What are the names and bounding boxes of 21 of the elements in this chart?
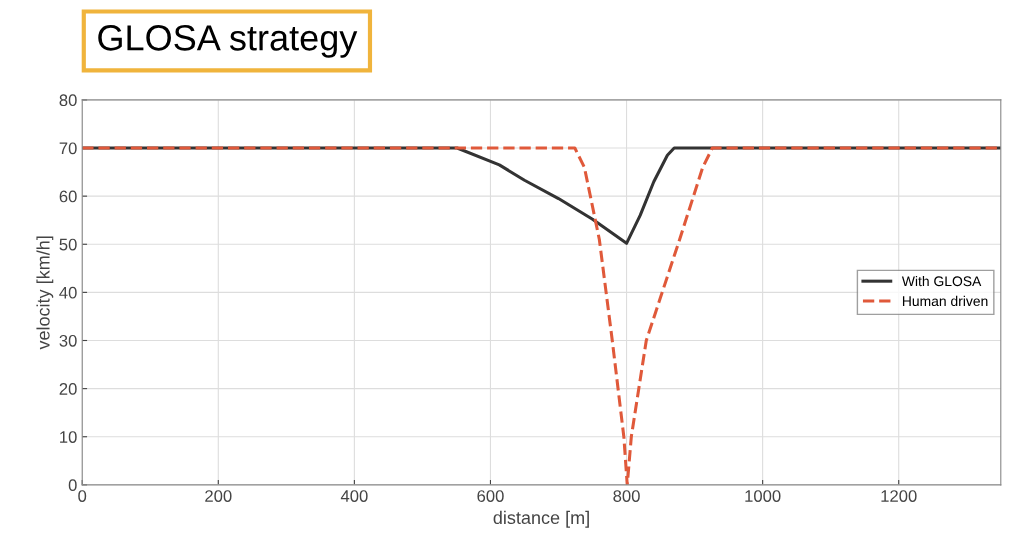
y-tick-label: 0 — [68, 479, 77, 492]
legend-label: With GLOSA — [901, 275, 982, 287]
y-tick-label: 20 — [59, 383, 77, 395]
legend-label: Human driven — [902, 295, 988, 307]
y-tick-label: 40 — [59, 286, 77, 299]
x-tick-label: 800 — [613, 490, 640, 502]
y-tick-label: 70 — [59, 142, 77, 155]
y-tick-label: 80 — [59, 94, 77, 107]
y-tick-label: 50 — [59, 238, 77, 251]
x-tick-label: 600 — [477, 490, 504, 502]
x-tick-label: 1000 — [745, 490, 781, 502]
chart-title: GLOSA strategy — [98, 25, 358, 58]
y-tick-label: 10 — [60, 431, 77, 443]
x-tick-label: 0 — [78, 490, 87, 502]
y-axis-title: velocity [km/h] — [36, 236, 54, 350]
y-tick-label: 30 — [59, 334, 77, 347]
y-tick-label: 60 — [59, 190, 77, 203]
x-tick-label: 1200 — [881, 490, 917, 502]
x-tick-label: 400 — [340, 490, 368, 502]
x-axis-title: distance [m] — [493, 510, 589, 528]
x-tick-label: 200 — [205, 490, 232, 502]
